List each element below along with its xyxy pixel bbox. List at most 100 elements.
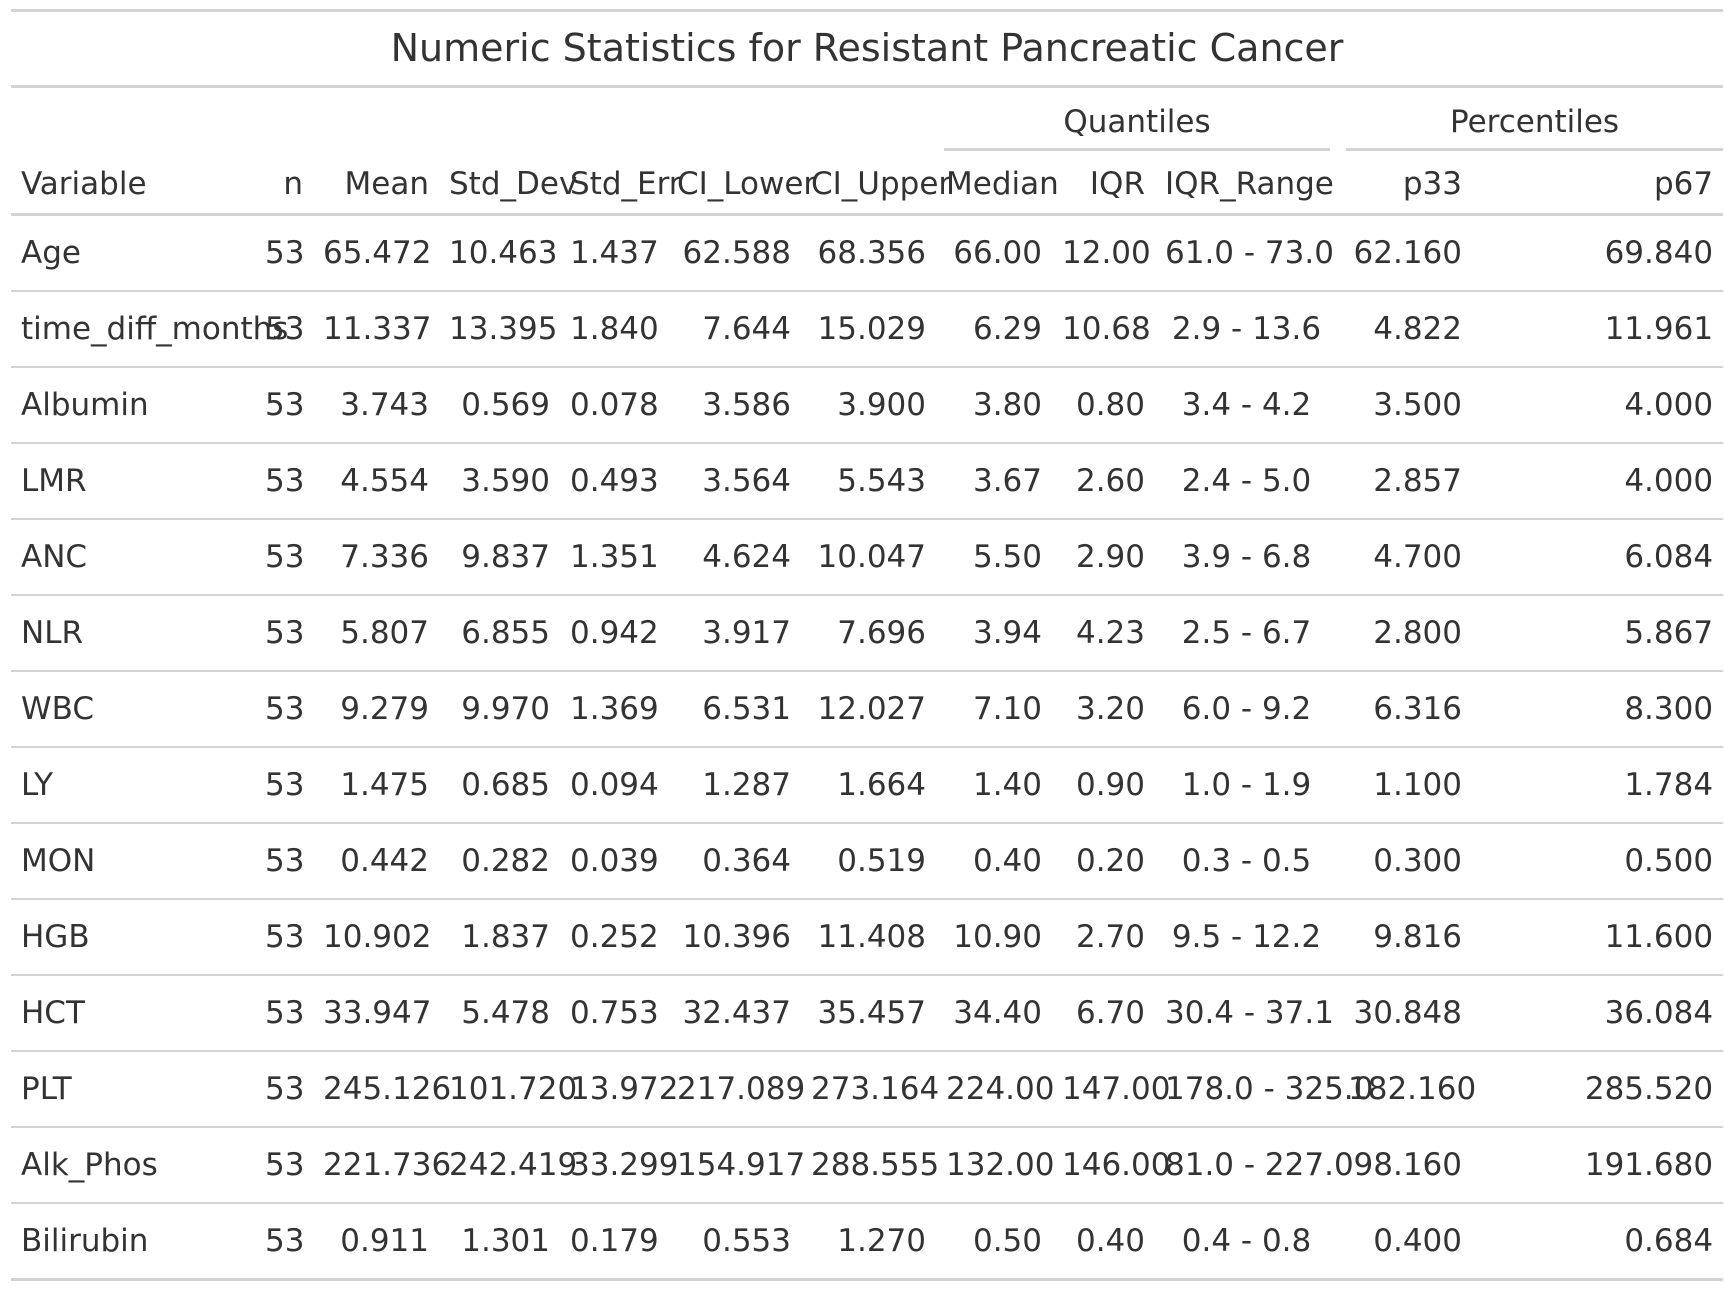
cell-mean: 33.947 <box>313 974 439 1051</box>
cell-variable: HGB <box>11 898 255 975</box>
table-row: HGB 53 10.902 1.837 0.252 10.396 11.408 10.90 2.… <box>11 898 1724 975</box>
cell-std-dev: 0.282 <box>439 822 560 899</box>
cell-iqr-range: 2.4 - 5.0 <box>1155 442 1338 519</box>
cell-median: 5.50 <box>936 518 1052 595</box>
cell-ci-lower: 1.287 <box>667 746 801 823</box>
cell-ci-upper: 1.270 <box>801 1202 936 1281</box>
cell-ci-lower: 3.564 <box>667 442 801 519</box>
cell-ci-upper: 7.696 <box>801 594 936 671</box>
cell-std-err: 0.179 <box>560 1202 667 1281</box>
cell-median: 3.94 <box>936 594 1052 671</box>
cell-n: 53 <box>255 1050 313 1127</box>
cell-std-err: 1.840 <box>560 290 667 367</box>
cell-std-dev: 101.720 <box>439 1050 577 1127</box>
cell-std-err: 0.094 <box>560 746 667 823</box>
cell-p67: 191.680 <box>1472 1126 1724 1203</box>
cell-std-err: 1.437 <box>570 235 659 271</box>
spanner-percentiles: Percentiles <box>1338 87 1724 156</box>
cell-ci-upper: 68.356 <box>817 235 926 271</box>
cell-n: 53 <box>255 442 313 519</box>
column-header-iqr-range: IQR_Range <box>1155 155 1338 216</box>
cell-p67: 6.084 <box>1472 518 1724 595</box>
cell-p67: 4.000 <box>1472 366 1724 443</box>
cell-p67: 11.600 <box>1472 898 1724 975</box>
cell-mean: 10.902 <box>313 898 439 975</box>
cell-iqr: 3.20 <box>1052 670 1155 747</box>
spanner-blank <box>11 87 936 156</box>
table-title: Numeric Statistics for Resistant Pancrea… <box>11 9 1724 88</box>
cell-iqr-range: 81.0 - 227.0 <box>1155 1126 1354 1203</box>
cell-p67: 8.300 <box>1472 670 1724 747</box>
cell-ci-upper: 1.664 <box>801 746 936 823</box>
cell-ci-upper: 12.027 <box>801 670 936 747</box>
cell-mean: 245.126 <box>313 1050 451 1127</box>
cell-iqr-range: 61.0 - 73.0 <box>1165 235 1334 271</box>
cell-mean: 11.337 <box>313 290 439 367</box>
cell-std-dev: 0.685 <box>439 746 560 823</box>
cell-ci-lower: 0.553 <box>667 1202 801 1281</box>
table-row: WBC 53 9.279 9.970 1.369 6.531 12.027 7.10 3.20 6… <box>11 670 1724 747</box>
cell-n: 53 <box>255 518 313 595</box>
cell-mean: 0.442 <box>313 822 439 899</box>
table-row: MON 53 0.442 0.282 0.039 0.364 0.519 0.40 0.20 0.… <box>11 822 1724 899</box>
cell-n: 53 <box>255 746 313 823</box>
cell-std-err: 13.972 <box>560 1050 678 1127</box>
table-row: PLT 53 245.126 101.720 13.972 217.089 273.164 2… <box>11 1050 1724 1127</box>
cell-mean: 3.743 <box>313 366 439 443</box>
cell-iqr: 12.00 <box>1062 235 1151 271</box>
cell-median: 66.00 <box>953 235 1042 271</box>
cell-iqr-range: 3.9 - 6.8 <box>1155 518 1338 595</box>
cell-std-err: 0.753 <box>560 974 667 1051</box>
cell-p67: 36.084 <box>1472 974 1724 1051</box>
cell-ci-lower: 6.531 <box>667 670 801 747</box>
cell-iqr: 0.20 <box>1052 822 1155 899</box>
table-row: Age 53 65.472 10.463 1.437 62.588 68.356 66.00 1… <box>11 215 1723 292</box>
cell-n: 53 <box>255 822 313 899</box>
cell-iqr-range: 178.0 - 325.0 <box>1155 1050 1373 1127</box>
cell-p33: 1.100 <box>1338 746 1472 823</box>
cell-ci-upper: 10.047 <box>801 518 936 595</box>
cell-mean: 1.475 <box>313 746 439 823</box>
cell-median: 0.40 <box>936 822 1052 899</box>
cell-iqr: 6.70 <box>1052 974 1155 1051</box>
table-row: Alk_Phos 53 221.736 242.419 33.299 154.917 288… <box>11 1126 1724 1203</box>
cell-iqr: 147.00 <box>1052 1050 1170 1127</box>
cell-median: 3.80 <box>936 366 1052 443</box>
cell-p33: 2.857 <box>1338 442 1472 519</box>
column-header-n: n <box>255 155 313 216</box>
column-header-mean: Mean <box>313 155 439 216</box>
column-header-p67: p67 <box>1472 155 1724 216</box>
cell-median: 10.90 <box>936 898 1052 975</box>
table-row: ANC 53 7.336 9.837 1.351 4.624 10.047 5.50 2.90 3… <box>11 518 1724 595</box>
spanner-quantiles: Quantiles <box>936 87 1338 156</box>
cell-iqr: 146.00 <box>1052 1126 1170 1203</box>
cell-median: 0.50 <box>936 1202 1052 1281</box>
cell-iqr-range: 3.4 - 4.2 <box>1155 366 1338 443</box>
cell-std-dev: 0.569 <box>439 366 560 443</box>
cell-ci-lower: 154.917 <box>667 1126 805 1203</box>
cell-p33: 182.160 <box>1338 1050 1476 1127</box>
cell-variable: Bilirubin <box>11 1202 255 1281</box>
cell-n: 53 <box>255 670 313 747</box>
cell-variable: Age <box>21 235 81 271</box>
table-row: HCT 53 33.947 5.478 0.753 32.437 35.457 34.40 6.… <box>11 974 1724 1051</box>
cell-std-err: 33.299 <box>560 1126 678 1203</box>
cell-variable: MON <box>11 822 255 899</box>
cell-iqr: 4.23 <box>1052 594 1155 671</box>
cell-p33: 2.800 <box>1338 594 1472 671</box>
cell-ci-upper: 15.029 <box>801 290 936 367</box>
cell-std-err: 0.039 <box>560 822 667 899</box>
cell-variable: LY <box>11 746 255 823</box>
cell-mean: 5.807 <box>313 594 439 671</box>
cell-variable: Alk_Phos <box>11 1126 255 1203</box>
cell-iqr-range: 6.0 - 9.2 <box>1155 670 1338 747</box>
cell-median: 1.40 <box>936 746 1052 823</box>
cell-median: 224.00 <box>936 1050 1054 1127</box>
cell-n: 53 <box>255 594 313 671</box>
cell-median: 6.29 <box>936 290 1052 367</box>
cell-std-err: 0.942 <box>560 594 667 671</box>
cell-p67: 11.961 <box>1472 290 1724 367</box>
cell-ci-lower: 3.917 <box>667 594 801 671</box>
cell-p33: 62.160 <box>1353 235 1462 271</box>
cell-iqr: 10.68 <box>1052 290 1155 367</box>
